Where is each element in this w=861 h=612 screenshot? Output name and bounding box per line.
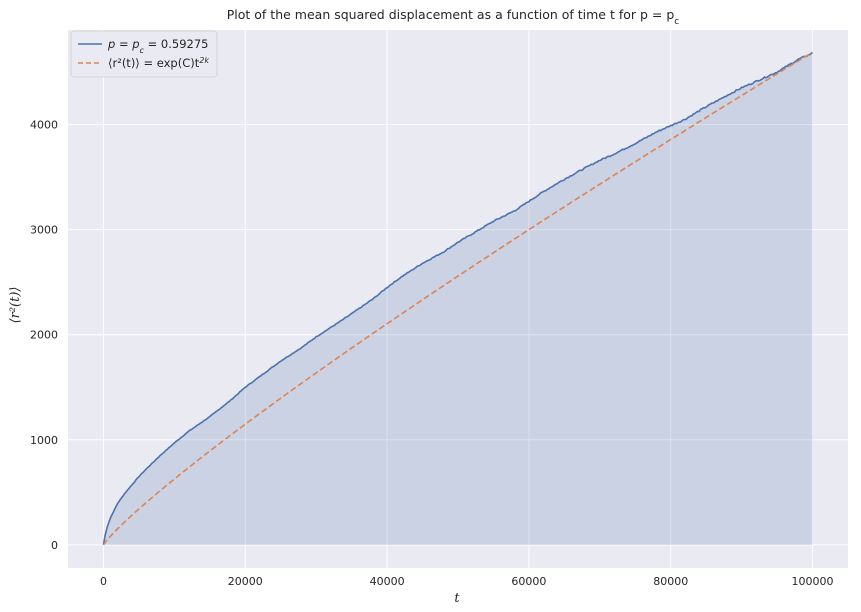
x-tick-label: 40000	[370, 575, 405, 588]
legend-entry-data: p = pc = 0.59275	[107, 37, 208, 55]
x-tick-label: 60000	[511, 575, 546, 588]
y-tick-label: 2000	[30, 329, 58, 342]
y-tick-label: 4000	[30, 119, 58, 132]
y-tick-label: 3000	[30, 224, 58, 237]
x-tick-label: 80000	[653, 575, 688, 588]
y-axis-label: ⟨r²(t)⟩	[8, 287, 23, 324]
x-tick-label: 0	[100, 575, 107, 588]
legend-entry-fit: ⟨r²(t)⟩ = exp(C)t2k	[108, 56, 209, 71]
plot-area	[68, 30, 848, 568]
series-line-simulation	[102, 52, 813, 546]
y-ticks: 0 1000 2000 3000 4000	[30, 119, 58, 552]
chart-title: Plot of the mean squared displacement as…	[227, 7, 680, 27]
y-tick-label: 0	[51, 539, 58, 552]
y-tick-label: 1000	[30, 434, 58, 447]
legend: p = pc = 0.59275 ⟨r²(t)⟩ = exp(C)t2k	[70, 30, 218, 78]
series-line-fit	[102, 51, 813, 546]
x-axis-label: t	[454, 591, 460, 606]
legend-box	[70, 30, 218, 78]
x-tick-label: 20000	[228, 575, 263, 588]
grid	[68, 30, 848, 568]
series-area-fill	[103, 53, 813, 545]
series-marks	[102, 51, 813, 546]
x-tick-label: 100000	[792, 575, 834, 588]
x-ticks: 0 20000 40000 60000 80000 100000	[100, 575, 834, 588]
